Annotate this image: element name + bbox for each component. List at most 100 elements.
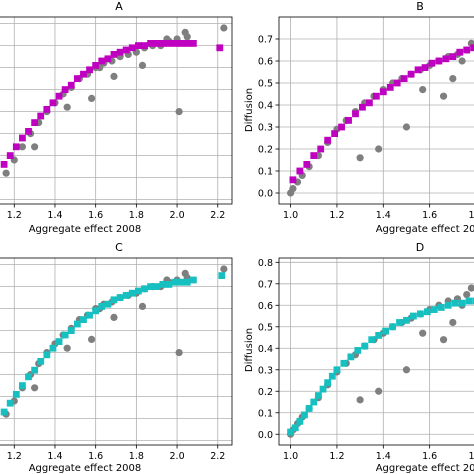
panel-c-model-point [49, 344, 57, 352]
panel-a-model-point [92, 62, 100, 69]
panel-d-model-point [301, 411, 308, 419]
panel-b-model-point [414, 66, 422, 74]
panel-b-observed-point [356, 154, 364, 162]
panel-b-observed-point [375, 145, 383, 153]
panel-c-model-point [189, 276, 197, 284]
panel-b-model-point [470, 44, 474, 52]
panel-a-model-point [55, 92, 63, 100]
panel-a-model-point [165, 40, 173, 47]
panel-d-model-point [368, 336, 376, 344]
panel-d: D 1.0 1.2 1.4 1.6 1.8 0.0 0.1 0.2 0.3 0.4 0.5 0.6 0.… [244, 241, 474, 474]
panel-b-model-point [428, 59, 436, 67]
panel-b-ytick-label: 0.0 [258, 189, 273, 200]
panel-a-model-point [104, 55, 112, 63]
panel-a-model-point [73, 75, 81, 82]
panel-b-xtick-label: 1.4 [376, 210, 391, 221]
panel-b-model-point [365, 99, 373, 107]
panel-a-model-point [110, 51, 118, 58]
panel-b-ylabel: Diffusion [244, 88, 255, 132]
panel-d-model-point [472, 297, 474, 305]
panel-a-observed-point [183, 33, 191, 41]
panel-c-model-point [43, 351, 51, 359]
panel-c-observed-point [88, 335, 96, 343]
panel-c-xlabel: Aggregate effect 2008 [29, 463, 142, 474]
panel-d-model-point [291, 424, 299, 432]
panel-b-model-point [386, 84, 394, 91]
panel-a-model-point [25, 128, 32, 135]
panel-a-model-point [6, 152, 14, 159]
panel-b-model-point [331, 130, 339, 137]
panel-a-model-point [31, 119, 39, 126]
panel-a-model-point [183, 40, 191, 47]
panel-a-model-point [0, 161, 8, 168]
panel-b-model-point [379, 88, 387, 96]
panel-b-model-point [352, 110, 359, 118]
panel-b-xtick-label: 1.6 [422, 210, 437, 221]
panel-a-model-point [98, 57, 106, 65]
panel-b-xtick-label: 1.8 [468, 210, 474, 221]
panel-a-model-point [61, 86, 69, 93]
panel-c-model-point [165, 281, 173, 288]
panel-c-observed-point [63, 344, 71, 352]
panel-d-ytick-label: 0.0 [258, 430, 273, 441]
panel-d-xlabel: Aggregate effect 2012 [376, 463, 474, 474]
panel-d-ytick-label: 0.5 [258, 322, 273, 333]
panel-d-model-point [382, 327, 390, 335]
panel-b-ytick-label: 0.3 [258, 123, 273, 134]
panel-b-ytick-label: 0.7 [258, 35, 273, 46]
panel-c: C 1.2 1.4 1.6 1.8 2.0 2.2 Aggregate effect 20… [0, 241, 233, 474]
panel-c-model-point [86, 311, 93, 319]
panel-b-model-point [310, 152, 318, 159]
panel-a-model-point [171, 40, 179, 47]
panel-b-model-point [435, 57, 443, 65]
panel-a-xtick-label: 1.8 [129, 210, 144, 221]
panel-c-model-point [73, 320, 81, 328]
panel-d-observed-point [419, 329, 427, 337]
panel-c-model-point [6, 399, 14, 407]
panel-d-model-point [310, 398, 318, 406]
panel-d-model-point [305, 405, 313, 412]
panel-a-xtick-label: 1.6 [88, 210, 103, 221]
panel-c-xtick-label: 2.0 [170, 451, 185, 462]
panel-d-model-point [328, 372, 336, 380]
panel-d-model-point [403, 316, 410, 324]
panel-a-model-point [147, 40, 155, 47]
panel-b-frame [278, 16, 474, 205]
panel-d-ylabel: Diffusion [244, 328, 255, 372]
panel-d-model-point [423, 308, 431, 316]
panel-d-xtick-label: 1.4 [376, 451, 391, 462]
panel-a: A 1.2 1.4 1.6 1.8 2.0 2.2 Aggregate effect 20… [0, 0, 233, 235]
panel-a-model-point [43, 106, 51, 113]
panel-c-model-point [110, 296, 118, 304]
panel-d-model-point [410, 312, 417, 320]
panel-d-model-point [375, 331, 383, 339]
panel-a-model-point [177, 40, 185, 47]
panel-c-model-point [98, 303, 106, 310]
panel-a-observed-point [2, 169, 10, 177]
panel-d-ytick-label: 0.8 [258, 258, 273, 269]
panel-c-xtick-label: 1.4 [47, 451, 62, 462]
panel-b-title: B [416, 0, 424, 13]
panel-d-model-point [333, 366, 341, 374]
panel-a-frame [0, 16, 233, 205]
panel-d-ytick-label: 0.1 [258, 408, 273, 419]
panel-a-observed-point [31, 143, 39, 151]
panel-b-xtick-label: 1.2 [329, 210, 344, 221]
panel-a-observed-point [18, 143, 27, 151]
panel-a-model-point [67, 81, 75, 89]
panel-a-observed-point [88, 94, 96, 102]
panel-d-ytick-label: 0.2 [258, 387, 273, 398]
panel-c-model-point [135, 287, 142, 295]
panel-d-model-point [361, 342, 369, 350]
panel-a-model-point [189, 40, 197, 47]
panel-d-model-point [319, 385, 327, 393]
panel-d-model-point [444, 301, 452, 309]
panel-c-model-point [183, 278, 191, 286]
panel-c-model-point [218, 272, 226, 279]
panel-c-model-point [171, 278, 179, 286]
panel-d-model-point [451, 299, 459, 307]
panel-b: B 1.0 1.2 1.4 1.6 1.8 0.0 0.1 0.2 0.3 0.4 0.5 0.6 0.… [244, 0, 474, 235]
panel-d-observed-point [375, 387, 383, 395]
panel-b-observed-point [419, 86, 427, 94]
panel-d-model-point [465, 297, 473, 305]
